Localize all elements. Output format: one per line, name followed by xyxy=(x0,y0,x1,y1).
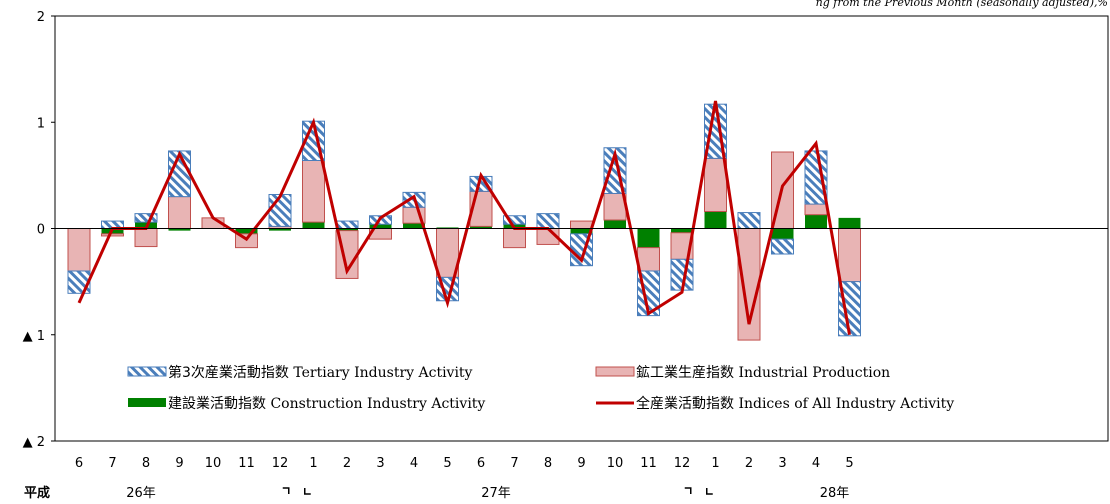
x-tick-label: 2 xyxy=(343,456,351,471)
x-tick-label: 9 xyxy=(175,456,183,471)
x-tick-label: 11 xyxy=(238,456,255,471)
legend-swatch-industrial xyxy=(595,366,635,377)
x-tick-label: 5 xyxy=(443,456,451,471)
era-label: 平成 xyxy=(24,485,50,501)
construction-bar xyxy=(168,228,191,231)
industrial-bar xyxy=(134,228,158,248)
industrial-bar xyxy=(101,233,124,237)
x-tick-label: 7 xyxy=(510,456,518,471)
legend-swatch-construction xyxy=(128,398,166,407)
y-tick-label: 2 xyxy=(37,10,45,25)
construction-bar xyxy=(637,228,660,248)
year-boundary-mark xyxy=(684,487,692,494)
y-tick-label: 1 xyxy=(37,116,45,131)
legend-label-tertiary: 第3次産業活動指数 Tertiary Industry Activity xyxy=(168,364,473,381)
tertiary-bar xyxy=(134,213,158,223)
construction-bar xyxy=(369,224,392,229)
x-tick-label: 6 xyxy=(477,456,485,471)
x-tick-label: 8 xyxy=(544,456,552,471)
industrial-bar xyxy=(503,228,526,249)
x-tick-label: 12 xyxy=(674,456,691,471)
construction-bar xyxy=(604,220,626,229)
year-label: 26年 xyxy=(126,486,156,501)
x-tick-label: 2 xyxy=(745,456,753,471)
y-tick-label: ▲ 1 xyxy=(23,329,45,344)
x-tick-label: 3 xyxy=(376,456,384,471)
x-tick-label: 8 xyxy=(142,456,150,471)
x-tick-label: 1 xyxy=(309,456,317,471)
year-label: 28年 xyxy=(820,486,850,501)
construction-bar xyxy=(671,228,693,233)
construction-bar xyxy=(838,217,861,229)
construction-bar xyxy=(235,228,258,234)
y-tick-label: 0 xyxy=(37,223,45,238)
construction-bar xyxy=(336,228,358,231)
year-boundary-mark xyxy=(304,488,311,495)
x-tick-label: 9 xyxy=(577,456,585,471)
industrial-bar xyxy=(838,228,861,283)
legend-label-all: 全産業活動指数 Indices of All Industry Activity xyxy=(636,395,954,412)
all-industry-line xyxy=(77,100,851,336)
legend-label-construction: 建設業活動指数 Construction Industry Activity xyxy=(168,396,485,412)
construction-bar xyxy=(302,222,325,229)
year-label: 27年 xyxy=(481,486,511,501)
industrial-bar xyxy=(804,203,828,216)
industrial-bar xyxy=(67,228,91,272)
year-boundary-mark xyxy=(706,488,713,495)
construction-bar xyxy=(805,214,827,229)
x-tick-label: 7 xyxy=(108,456,116,471)
x-tick-label: 6 xyxy=(75,456,83,471)
plot-area xyxy=(67,100,861,341)
x-tick-label: 11 xyxy=(640,456,657,471)
industrial-bar xyxy=(302,160,325,223)
industrial-bar xyxy=(637,247,660,272)
industrial-bar xyxy=(570,220,593,229)
x-tick-label: 10 xyxy=(607,456,624,471)
construction-bar xyxy=(570,228,593,234)
x-tick-label: 5 xyxy=(845,456,853,471)
construction-bar xyxy=(771,228,794,240)
x-tick-label: 1 xyxy=(711,456,719,471)
legend: 第3次産業活動指数 Tertiary Industry Activity 鉱工業生… xyxy=(127,364,954,412)
industrial-bar xyxy=(704,157,727,212)
legend-swatch-tertiary xyxy=(127,366,167,377)
tertiary-bar xyxy=(737,212,761,229)
tertiary-bar xyxy=(536,213,560,229)
x-tick-label: 12 xyxy=(272,456,289,471)
year-boundary-mark xyxy=(282,487,290,494)
construction-bar xyxy=(704,211,727,229)
axes: 210▲ 1▲ 26 7 8 9 10 11 12 1 2 3 4 5 6 7 8 9 10 11 12 1 2 3 4 52… xyxy=(23,10,1109,501)
legend-label-industrial: 鉱工業生産指数 Industrial Production xyxy=(636,364,890,381)
construction-bar xyxy=(403,223,425,229)
tertiary-bar xyxy=(268,194,292,227)
tertiary-bar xyxy=(771,238,794,255)
x-tick-label: 4 xyxy=(812,456,820,471)
construction-bar xyxy=(269,228,291,231)
x-tick-label: 10 xyxy=(205,456,222,471)
construction-bar xyxy=(470,226,492,229)
tertiary-bar xyxy=(503,215,526,225)
x-tick-label: 4 xyxy=(410,456,418,471)
construction-bar xyxy=(436,227,459,229)
chart-note: ng from the Previous Month (seasonally a… xyxy=(816,0,1108,9)
tertiary-bar xyxy=(335,220,359,229)
y-tick-label: ▲ 2 xyxy=(23,435,45,450)
industrial-bar xyxy=(168,196,191,229)
x-tick-label: 3 xyxy=(778,456,786,471)
